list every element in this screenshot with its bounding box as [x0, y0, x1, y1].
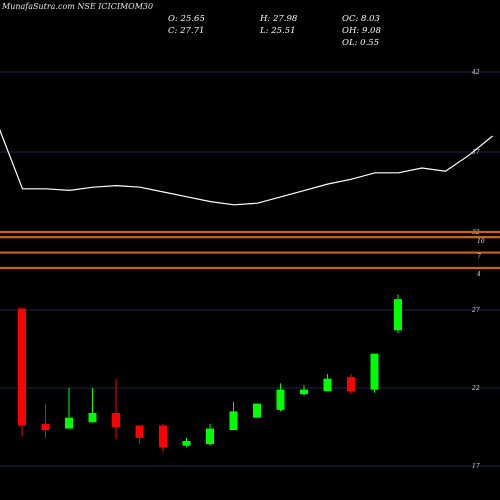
- candle-body: [300, 389, 308, 395]
- candle-body: [65, 417, 73, 429]
- ma-line: [0, 128, 493, 206]
- candle-body: [159, 425, 167, 448]
- candle-body: [41, 423, 50, 431]
- top-y-tick-label: 37: [472, 149, 480, 156]
- candle-body: [206, 428, 214, 445]
- chart-title: MunafaSutra.com NSE ICICIMOM30: [2, 2, 154, 11]
- candle-body: [229, 411, 238, 431]
- candle-body: [182, 441, 191, 446]
- candle-body: [18, 308, 26, 426]
- candle-body: [253, 403, 261, 418]
- open-value: O: 25.65: [168, 14, 205, 24]
- top-y-tick-label: 42: [471, 69, 480, 76]
- ol-value: OL: 0.55: [342, 38, 380, 48]
- candle-body: [135, 425, 144, 438]
- close-value: C: 27.71: [168, 26, 205, 36]
- price-y-tick-label: 17: [472, 463, 480, 470]
- candle-body: [394, 299, 402, 331]
- level-y-tick-label: 10: [477, 238, 485, 245]
- oh-value: OH: 9.08: [342, 26, 381, 36]
- low-value: L: 25.51: [260, 26, 296, 36]
- level-y-tick-label: 7: [477, 254, 481, 261]
- candle-body: [112, 412, 120, 427]
- high-value: H: 27.98: [260, 14, 298, 24]
- candle-body: [347, 377, 355, 392]
- candle-body: [276, 389, 285, 410]
- candle-body: [88, 412, 97, 423]
- candle-body: [370, 353, 379, 390]
- level-y-tick-label: 4: [476, 271, 481, 278]
- candle-body: [323, 378, 332, 392]
- price-y-tick-label: 22: [471, 385, 480, 392]
- oc-value: OC: 8.03: [342, 14, 380, 24]
- price-y-tick-label: 27: [471, 307, 480, 314]
